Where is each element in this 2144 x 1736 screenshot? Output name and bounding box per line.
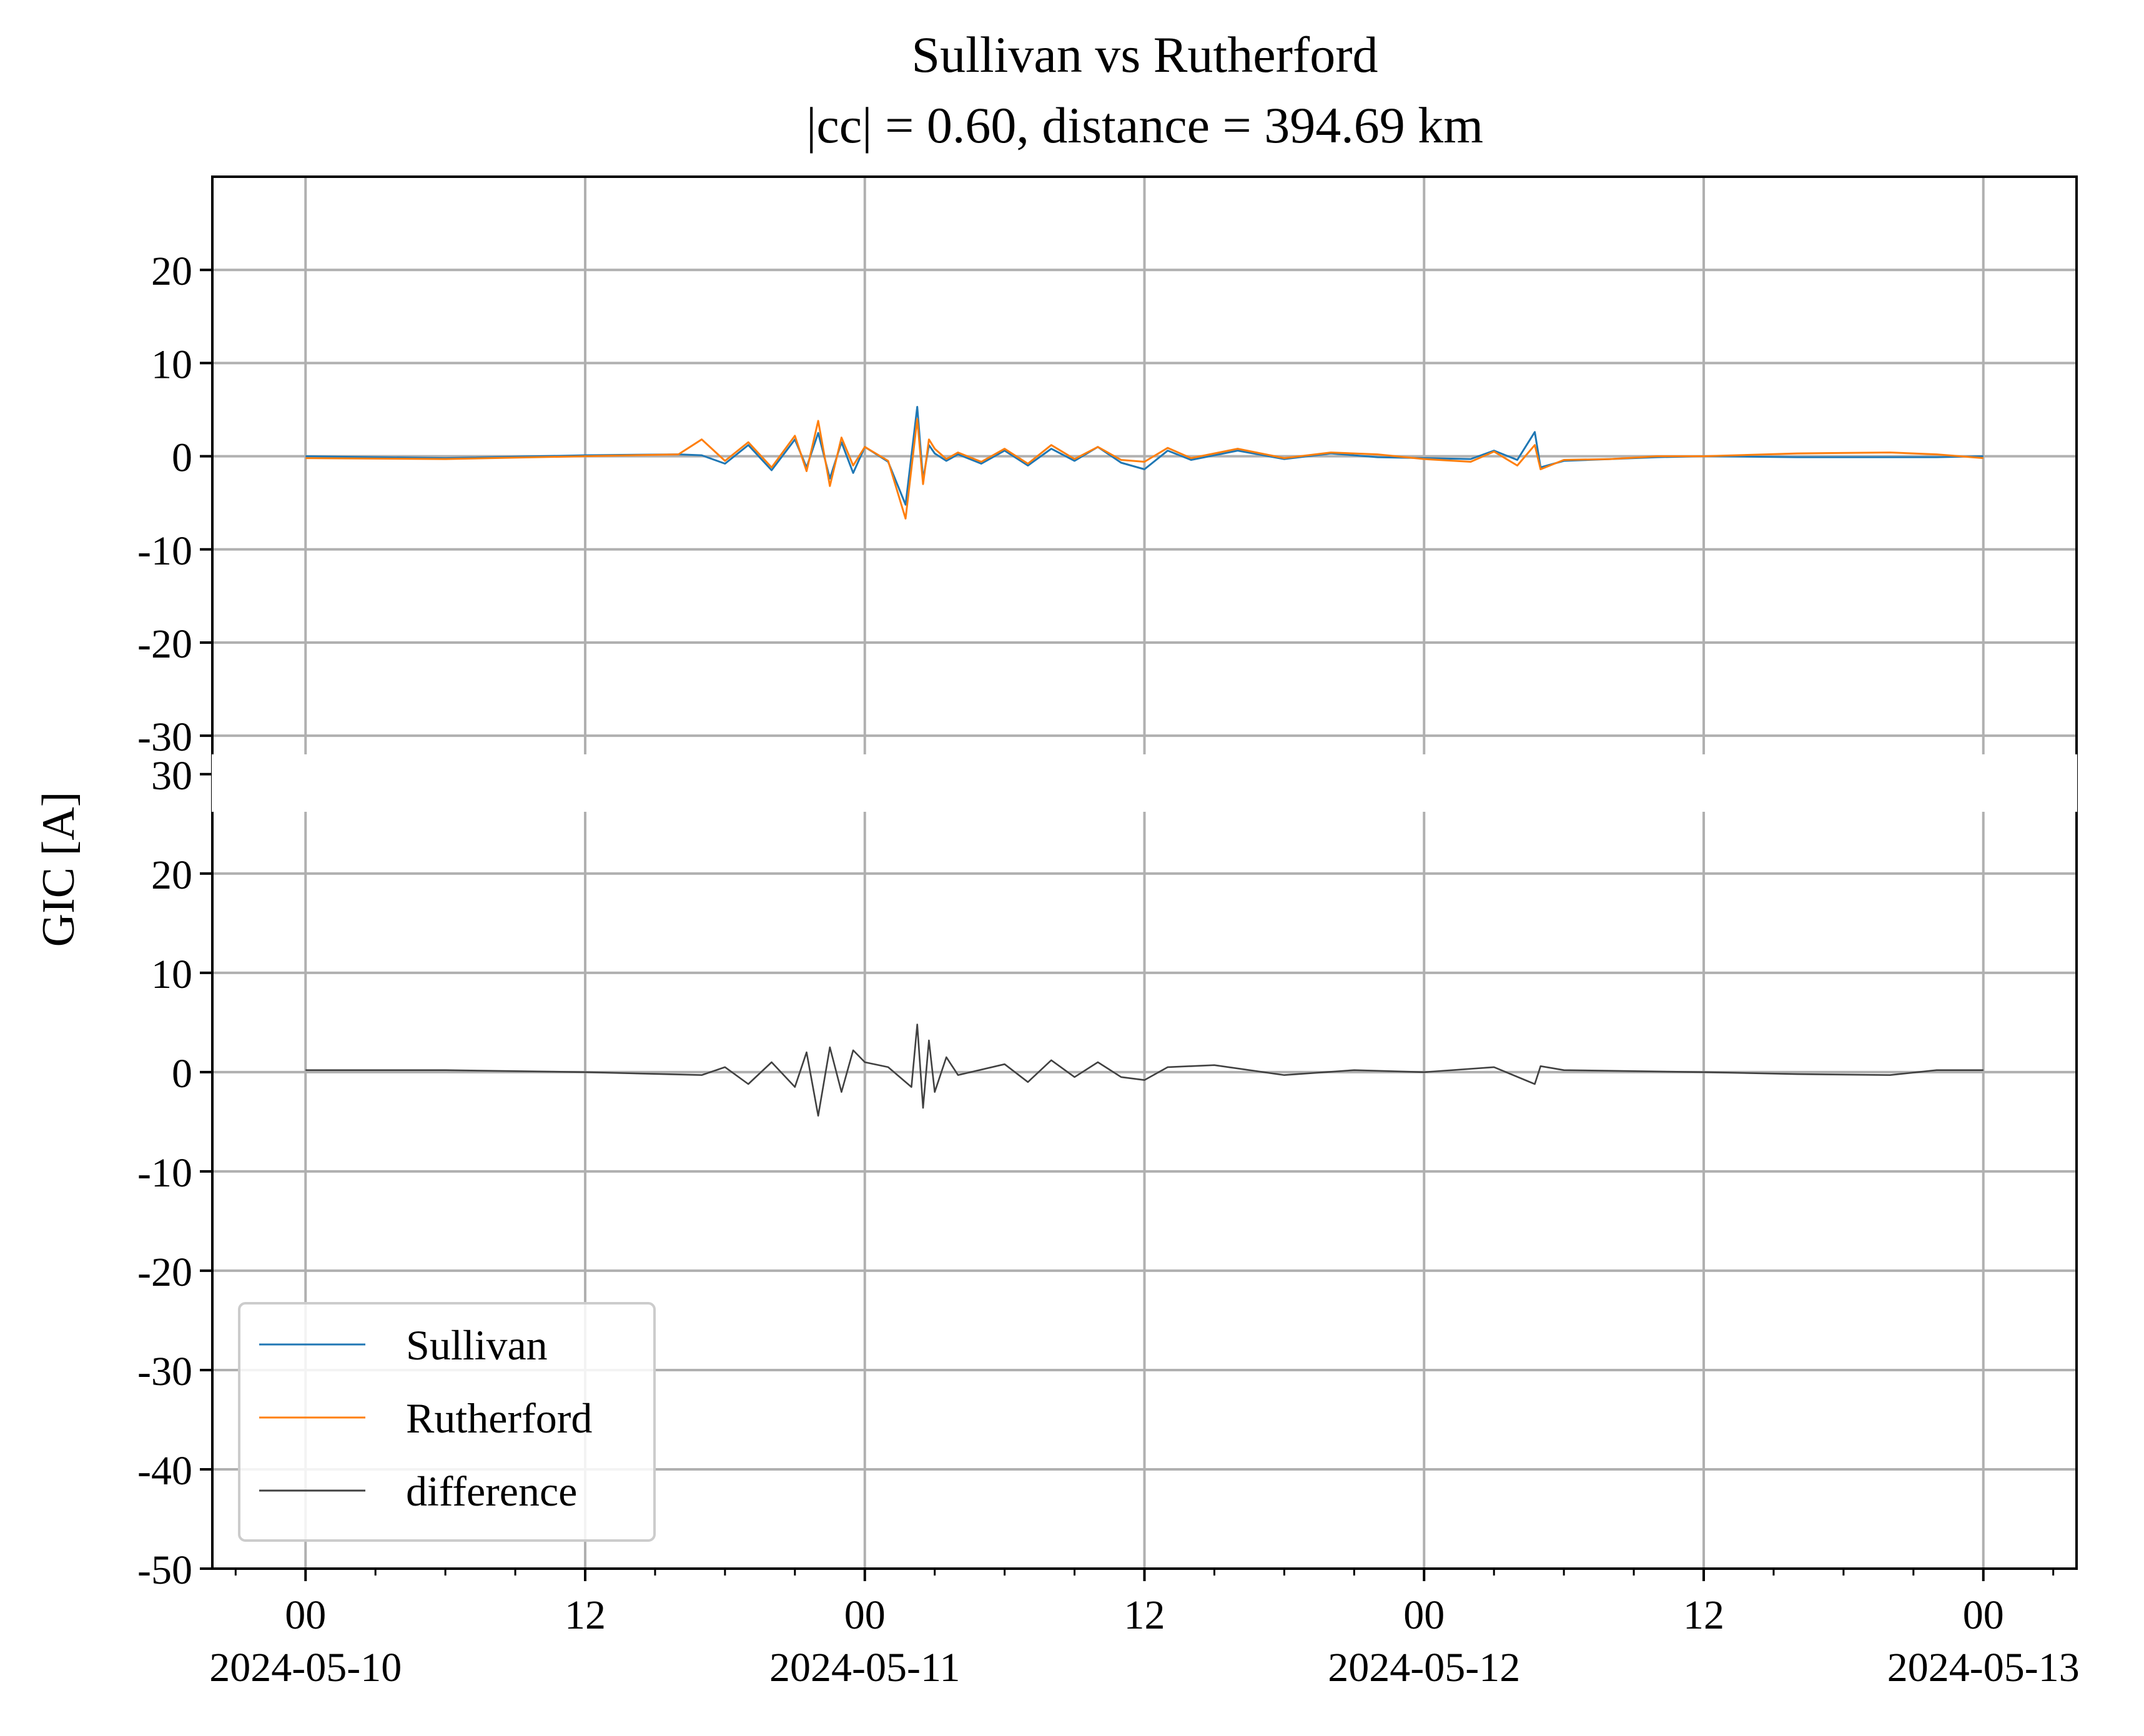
y-tick-label: -10 <box>137 528 192 574</box>
legend: Sullivan Rutherford difference <box>238 1302 656 1542</box>
y-tick-label: -50 <box>137 1547 192 1593</box>
x-tick-label: 00 <box>844 1592 886 1638</box>
y-tick-label: 10 <box>151 952 192 997</box>
x-tick-label: 00 <box>285 1592 326 1638</box>
x-tick-label: 12 <box>1124 1592 1165 1638</box>
y-tick-label: -30 <box>137 714 192 760</box>
y-tick-label: -20 <box>137 1250 192 1295</box>
y-tick-label: -40 <box>137 1448 192 1494</box>
y-tick-label: 20 <box>151 249 192 294</box>
y-tick-label: 20 <box>151 852 192 898</box>
legend-box <box>238 1302 656 1542</box>
y-tick-label: 0 <box>172 435 192 481</box>
y-tick-label: -10 <box>137 1150 192 1196</box>
series-line-rutherford <box>305 418 1983 520</box>
y-axis-label: GIC [A] <box>33 792 84 947</box>
legend-label: Sullivan <box>406 1321 548 1369</box>
x-tick-label: 12 <box>1683 1592 1724 1638</box>
x-tick-date-label: 2024-05-10 <box>209 1645 402 1690</box>
legend-label: Rutherford <box>406 1394 592 1442</box>
y-tick-label: -30 <box>137 1349 192 1394</box>
top-panel: 20 10 0 -10 -20 -30 <box>137 175 2078 760</box>
x-tick-label: 00 <box>1403 1592 1445 1638</box>
chart-title: Sullivan vs Rutherford <box>911 26 1378 83</box>
x-tick-label: 00 <box>1963 1592 2004 1638</box>
y-tick-label: -20 <box>137 621 192 667</box>
x-axis: 00 2024-05-10 12 00 2024-05-11 12 00 2024-05-12… <box>209 1569 2080 1690</box>
x-tick-date-label: 2024-05-12 <box>1328 1645 1520 1690</box>
series-line-difference <box>305 1023 1983 1117</box>
legend-label: difference <box>406 1467 577 1515</box>
x-tick-label: 12 <box>565 1592 606 1638</box>
chart-subtitle: |cc| = 0.60, distance = 394.69 km <box>806 97 1483 154</box>
y-tick-label: 0 <box>172 1051 192 1097</box>
x-tick-date-label: 2024-05-13 <box>1887 1645 2080 1690</box>
panel-gap <box>212 754 2077 812</box>
x-tick-date-label: 2024-05-11 <box>769 1645 961 1690</box>
y-tick-label: 30 <box>151 753 192 799</box>
y-tick-label: 10 <box>151 342 192 387</box>
